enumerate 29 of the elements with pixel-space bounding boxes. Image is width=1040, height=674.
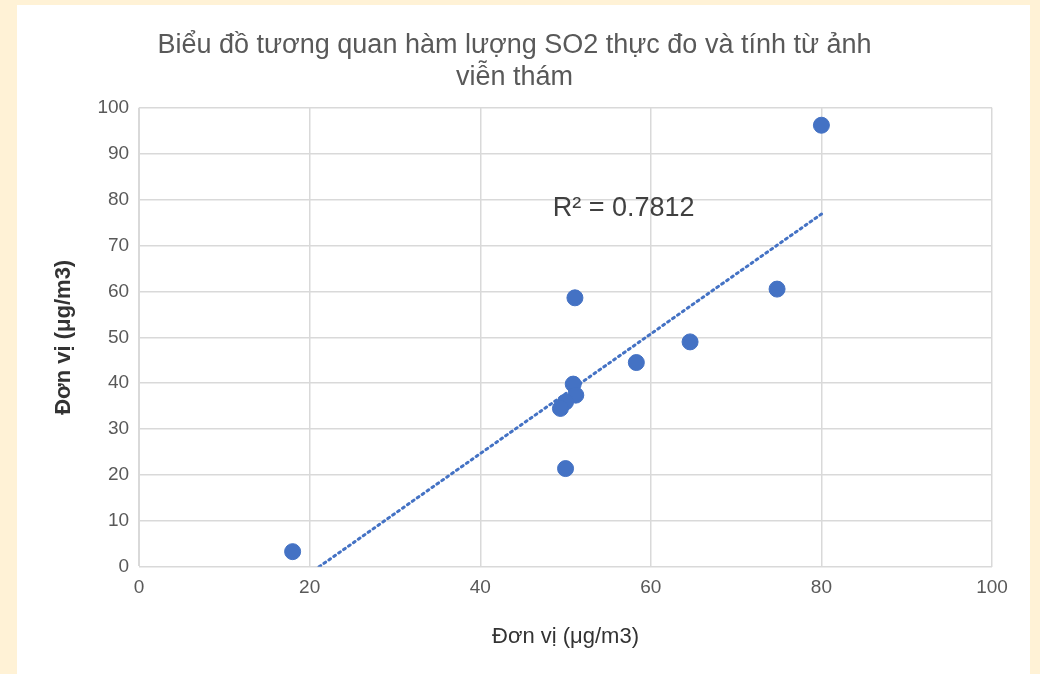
point — [812, 116, 830, 134]
chart-title: Biểu đồ tương quan hàm lượng SO2 thực đo và tính từ ảnh viễn thám — [157, 28, 872, 92]
annotation: R² = 0.7812 — [552, 192, 695, 223]
y-tick-label: 30 — [107, 417, 130, 439]
point — [627, 354, 645, 372]
point — [768, 280, 786, 298]
x-tick-label: 80 — [810, 576, 832, 598]
y-tick-label: 60 — [107, 279, 130, 301]
y-tick-label: 50 — [107, 325, 130, 347]
y-tick-label: 80 — [107, 187, 130, 209]
point — [566, 289, 584, 307]
point — [551, 399, 569, 417]
x-tick-label: 60 — [640, 576, 662, 598]
y-tick-label: 20 — [107, 463, 130, 485]
y-tick-label: 40 — [107, 371, 130, 393]
x-axis-title: Đơn vị (μg/m3) — [492, 622, 639, 648]
y-tick-label: 90 — [107, 141, 130, 163]
y-tick-label: 0 — [118, 555, 130, 577]
y-tick-label: 100 — [97, 96, 130, 118]
x-tick-label: 100 — [976, 576, 1008, 598]
point — [557, 460, 575, 478]
y-tick-label: 10 — [107, 509, 130, 531]
point — [681, 333, 699, 351]
point — [284, 543, 302, 561]
x-tick-label: 0 — [133, 576, 145, 598]
x-tick-label: 20 — [299, 576, 321, 598]
y-tick-label: 70 — [107, 233, 130, 255]
y-axis-title: Đơn vị (μg/m3) — [50, 259, 76, 415]
x-tick-label: 40 — [469, 576, 491, 598]
